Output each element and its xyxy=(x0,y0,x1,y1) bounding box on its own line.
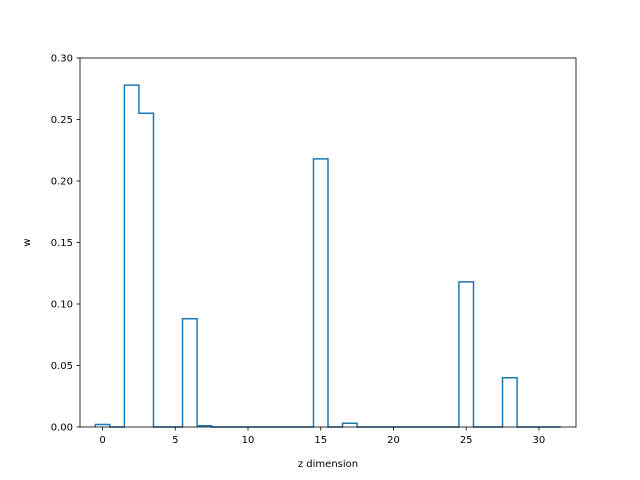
y-tick-label-0.00: 0.00 xyxy=(51,423,73,434)
axes: 0 5 10 15 20 25 30 0.00 0.05 0.10 0.15 0.20 0.25 0.30 xyxy=(51,54,577,446)
y-tick-label-0.15: 0.15 xyxy=(51,238,73,249)
y-tick-label-0.05: 0.05 xyxy=(51,361,73,372)
x-tick-label-10: 10 xyxy=(242,435,255,446)
y-tick-label-0.25: 0.25 xyxy=(51,115,73,126)
y-tick-label-0.10: 0.10 xyxy=(51,300,73,311)
x-tick-label-5: 5 xyxy=(172,435,178,446)
x-tick-label-20: 20 xyxy=(387,435,400,446)
x-tick-label-25: 25 xyxy=(460,435,473,446)
y-axis-label: w xyxy=(22,238,33,246)
y-tick-label-0.30: 0.30 xyxy=(51,54,73,65)
x-tick-label-15: 15 xyxy=(314,435,327,446)
x-tick-label-30: 30 xyxy=(533,435,546,446)
y-tick-label-0.20: 0.20 xyxy=(51,177,73,188)
x-axis-label: z dimension xyxy=(298,459,358,470)
x-tick-label-0: 0 xyxy=(99,435,105,446)
